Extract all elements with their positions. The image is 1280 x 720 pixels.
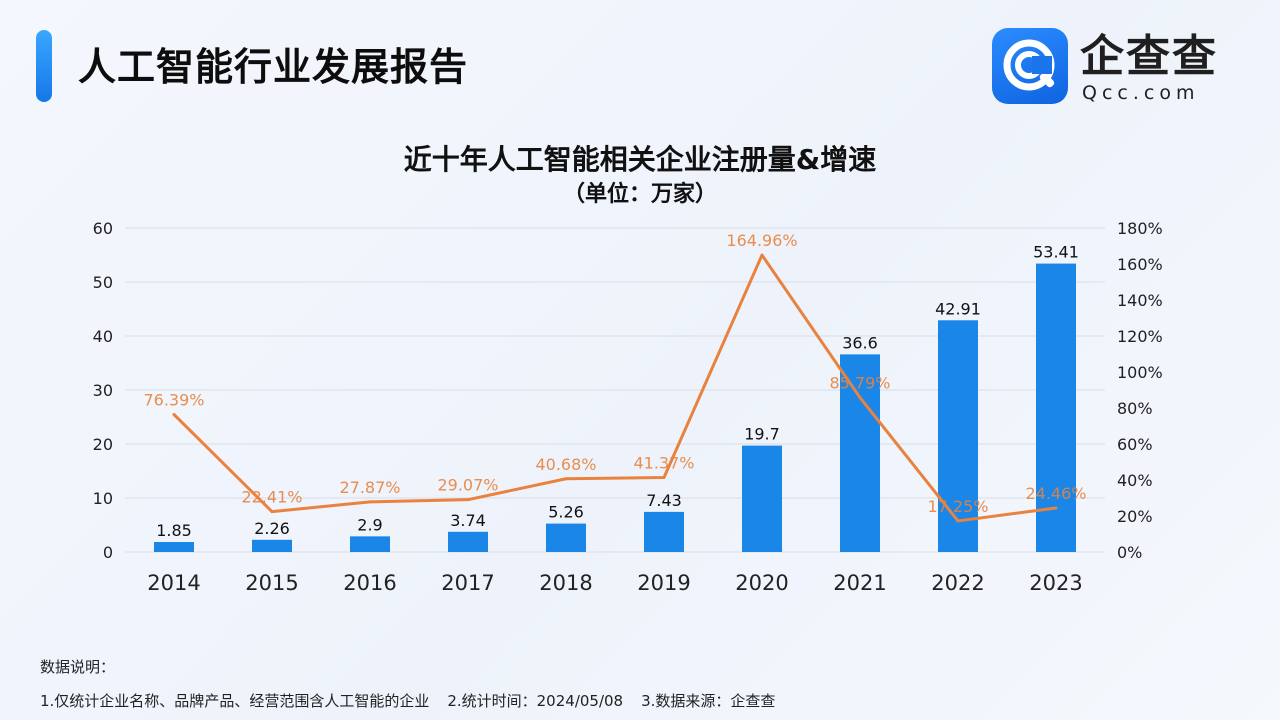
note-item: 1.仅统计企业名称、品牌产品、经营范围含人工智能的企业 [40,692,430,710]
qcc-logo-icon [992,28,1068,104]
line-data-label: 76.39% [143,390,204,409]
line-point [564,477,568,481]
bar-data-label: 1.85 [156,521,192,540]
y-right-tick-label: 120% [1117,327,1163,346]
qcc-logo: 企查查 Qcc.com [992,28,1252,106]
notes-heading: 数据说明： [40,658,116,676]
y-right-tick-label: 100% [1117,363,1163,382]
line-point [172,412,176,416]
notes-items: 1.仅统计企业名称、品牌产品、经营范围含人工智能的企业 2.统计时间：2024/0… [40,684,793,718]
y-left-tick-label: 0 [103,543,113,562]
bar-data-label: 36.6 [842,333,878,352]
x-tick-label: 2022 [931,571,984,595]
y-left-tick-label: 10 [93,489,113,508]
line-point [270,510,274,514]
y-right-tick-label: 60% [1117,435,1153,454]
chart-subtitle: （单位：万家） [562,182,717,207]
y-left-tick-label: 20 [93,435,113,454]
bar [742,445,782,552]
line-point [368,500,372,504]
line-point [662,476,666,480]
x-tick-label: 2014 [147,571,200,595]
logo-name: 企查查 [1080,31,1218,82]
bar [154,542,194,552]
y-right-tick-label: 40% [1117,471,1153,490]
bar [1036,263,1076,552]
x-tick-label: 2019 [637,571,690,595]
line-point [1054,506,1058,510]
line-data-label: 40.68% [535,455,596,474]
x-tick-label: 2016 [343,571,396,595]
data-notes: 数据说明： 1.仅统计企业名称、品牌产品、经营范围含人工智能的企业 2.统计时间：… [40,650,793,718]
line-data-label: 29.07% [437,476,498,495]
bar-data-label: 53.41 [1033,243,1079,262]
chart-title: 近十年人工智能相关企业注册量&增速 [403,143,877,176]
line-point [956,519,960,523]
y-right-tick-label: 80% [1117,399,1153,418]
note-item: 3.数据来源：企查查 [641,692,776,710]
line-data-label: 41.37% [633,454,694,473]
bar-data-label: 2.26 [254,519,290,538]
x-tick-label: 2017 [441,571,494,595]
note-item: 2.统计时间：2024/05/08 [447,692,624,710]
title-accent-bar [36,30,52,102]
y-right-tick-label: 180% [1117,219,1163,238]
line-point [466,498,470,502]
line-data-label: 85.79% [829,374,890,393]
y-left-tick-label: 50 [93,273,113,292]
bar-data-label: 7.43 [646,491,682,510]
y-left-tick-label: 60 [93,219,113,238]
y-right-tick-label: 140% [1117,291,1163,310]
line-data-label: 24.46% [1025,484,1086,503]
bar [252,539,292,552]
logo-domain: Qcc.com [1082,82,1200,104]
y-right-tick-label: 0% [1117,543,1142,562]
line-data-label: 17.25% [927,497,988,516]
x-tick-label: 2023 [1029,571,1082,595]
line-data-label: 27.87% [339,478,400,497]
bar [840,354,880,552]
line-point [858,396,862,400]
bar-data-label: 3.74 [450,511,486,530]
y-left-tick-label: 40 [93,327,113,346]
line-point [760,253,764,257]
bar [546,523,586,552]
bar [350,536,390,552]
line-data-label: 164.96% [726,231,797,250]
growth-rate-line [172,253,1057,523]
y-right-tick-label: 160% [1117,255,1163,274]
x-tick-label: 2015 [245,571,298,595]
bar-data-label: 19.7 [744,425,780,444]
x-tick-label: 2018 [539,571,592,595]
bar [938,320,978,552]
x-tick-label: 2021 [833,571,886,595]
bar-data-label: 5.26 [548,503,584,522]
y-right-tick-label: 20% [1117,507,1153,526]
report-title: 人工智能行业发展报告 [78,45,469,89]
y-left-tick-label: 30 [93,381,113,400]
bar-data-label: 2.9 [357,515,382,534]
bar [448,531,488,552]
bar [644,511,684,552]
line-data-label: 22.41% [241,488,302,507]
x-tick-label: 2020 [735,571,788,595]
bar-data-label: 42.91 [935,299,981,318]
